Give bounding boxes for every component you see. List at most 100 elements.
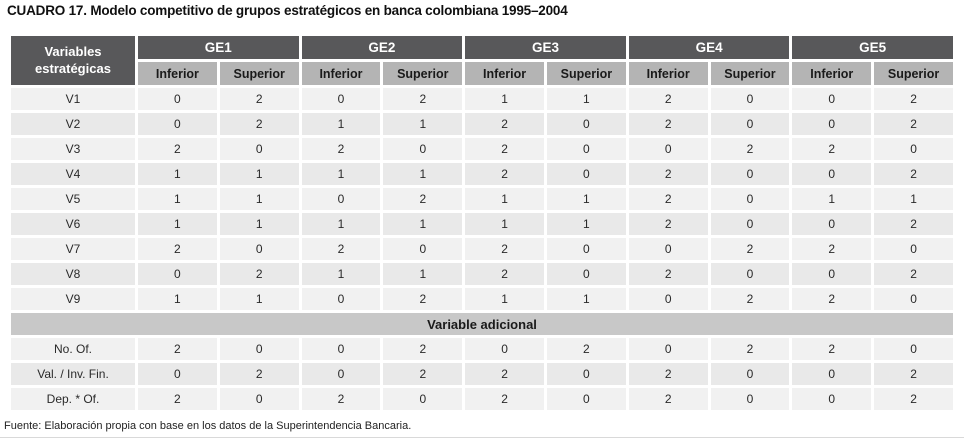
subheader-row: Inferior Superior Inferior Superior Inferior…: [11, 62, 953, 85]
value-cell: 0: [546, 263, 626, 285]
value-cell: 2: [628, 163, 708, 185]
subheader-cell: Superior: [710, 62, 790, 85]
subheader-cell: Superior: [219, 62, 299, 85]
value-cell: 2: [874, 363, 953, 385]
value-cell: 0: [465, 338, 544, 360]
value-cell: 2: [874, 388, 953, 410]
value-cell: 0: [628, 138, 708, 160]
value-cell: 0: [628, 288, 708, 310]
row-label-cell: V5: [11, 188, 135, 210]
variable-row: V2 0 2 1 1 2 0 2 0 0 2: [11, 113, 953, 135]
additional-variable-row: Dep. * Of. 2 0 2 0 2 0 2 0 0 2: [11, 388, 953, 410]
value-cell: 0: [792, 263, 872, 285]
value-cell: 1: [219, 288, 299, 310]
value-cell: 0: [792, 363, 872, 385]
subheader-cell: Inferior: [301, 62, 381, 85]
row-label-cell: No. Of.: [11, 338, 135, 360]
value-cell: 2: [301, 138, 381, 160]
subheader-cell: Inferior: [628, 62, 708, 85]
value-cell: 2: [792, 338, 872, 360]
value-cell: 0: [710, 113, 790, 135]
bottom-rule: [0, 437, 964, 438]
group-header-cell: GE2: [301, 36, 463, 59]
value-cell: 2: [138, 388, 217, 410]
value-cell: 1: [465, 188, 544, 210]
group-header-cell: GE4: [628, 36, 790, 59]
subheader-cell: Superior: [383, 62, 463, 85]
value-cell: 0: [710, 263, 790, 285]
value-cell: 2: [383, 338, 463, 360]
additional-body: No. Of. 2 0 0 2 0 2 0 2 2 0 Val. / Inv. Fin. 0 2 0 2 2 0 2…: [11, 338, 953, 410]
value-cell: 2: [465, 238, 544, 260]
value-cell: 2: [138, 338, 217, 360]
value-cell: 1: [383, 213, 463, 235]
section-header-row: Variable adicional: [11, 313, 953, 335]
value-cell: 1: [546, 188, 626, 210]
value-cell: 2: [710, 338, 790, 360]
value-cell: 2: [628, 113, 708, 135]
value-cell: 2: [219, 113, 299, 135]
subheader-cell: Superior: [546, 62, 626, 85]
value-cell: 0: [546, 163, 626, 185]
value-cell: 0: [301, 363, 381, 385]
value-cell: 0: [628, 238, 708, 260]
section-header-cell: Variable adicional: [11, 313, 953, 335]
value-cell: 2: [465, 163, 544, 185]
section-body: Variable adicional: [11, 313, 953, 335]
value-cell: 2: [710, 238, 790, 260]
value-cell: 1: [301, 213, 381, 235]
table-header: Variables estratégicas GE1 GE2 GE3 GE4 GE5 I…: [11, 36, 953, 85]
value-cell: 0: [792, 213, 872, 235]
variable-row: V4 1 1 1 1 2 0 2 0 0 2: [11, 163, 953, 185]
row-label-cell: V7: [11, 238, 135, 260]
variable-row: V5 1 1 0 2 1 1 2 0 1 1: [11, 188, 953, 210]
value-cell: 1: [138, 188, 217, 210]
subheader-cell: Superior: [874, 62, 953, 85]
value-cell: 2: [465, 138, 544, 160]
value-cell: 2: [383, 88, 463, 110]
row-label-cell: V1: [11, 88, 135, 110]
group-header-row: Variables estratégicas GE1 GE2 GE3 GE4 GE5: [11, 36, 953, 85]
value-cell: 2: [792, 138, 872, 160]
value-cell: 0: [874, 138, 953, 160]
value-cell: 2: [465, 113, 544, 135]
value-cell: 0: [710, 388, 790, 410]
value-cell: 0: [546, 138, 626, 160]
value-cell: 0: [874, 338, 953, 360]
value-cell: 0: [301, 88, 381, 110]
value-cell: 1: [138, 213, 217, 235]
value-cell: 1: [219, 163, 299, 185]
row-label-cell: V8: [11, 263, 135, 285]
value-cell: 1: [465, 213, 544, 235]
value-cell: 2: [465, 363, 544, 385]
corner-header-cell: Variables estratégicas: [11, 36, 135, 85]
value-cell: 2: [546, 338, 626, 360]
value-cell: 1: [219, 188, 299, 210]
value-cell: 2: [792, 238, 872, 260]
value-cell: 1: [465, 88, 544, 110]
value-cell: 2: [874, 163, 953, 185]
value-cell: 1: [383, 163, 463, 185]
value-cell: 2: [710, 138, 790, 160]
value-cell: 0: [710, 363, 790, 385]
value-cell: 2: [710, 288, 790, 310]
value-cell: 0: [138, 263, 217, 285]
value-cell: 2: [628, 213, 708, 235]
variable-row: V6 1 1 1 1 1 1 2 0 0 2: [11, 213, 953, 235]
value-cell: 2: [874, 213, 953, 235]
subheader-cell: Inferior: [792, 62, 872, 85]
value-cell: 2: [628, 388, 708, 410]
value-cell: 1: [546, 213, 626, 235]
variables-body: V1 0 2 0 2 1 1 2 0 0 2 V2 0 2 1 1 2 0 2 0 0 2 V3 2 0 2 0 2 0 0 2 2 0 V4 1 1…: [11, 88, 953, 310]
value-cell: 1: [301, 263, 381, 285]
value-cell: 0: [710, 213, 790, 235]
value-cell: 0: [301, 338, 381, 360]
value-cell: 2: [874, 113, 953, 135]
value-cell: 2: [628, 188, 708, 210]
value-cell: 2: [219, 88, 299, 110]
value-cell: 2: [383, 188, 463, 210]
value-cell: 1: [792, 188, 872, 210]
group-header-cell: GE5: [792, 36, 953, 59]
value-cell: 0: [710, 188, 790, 210]
value-cell: 2: [874, 88, 953, 110]
